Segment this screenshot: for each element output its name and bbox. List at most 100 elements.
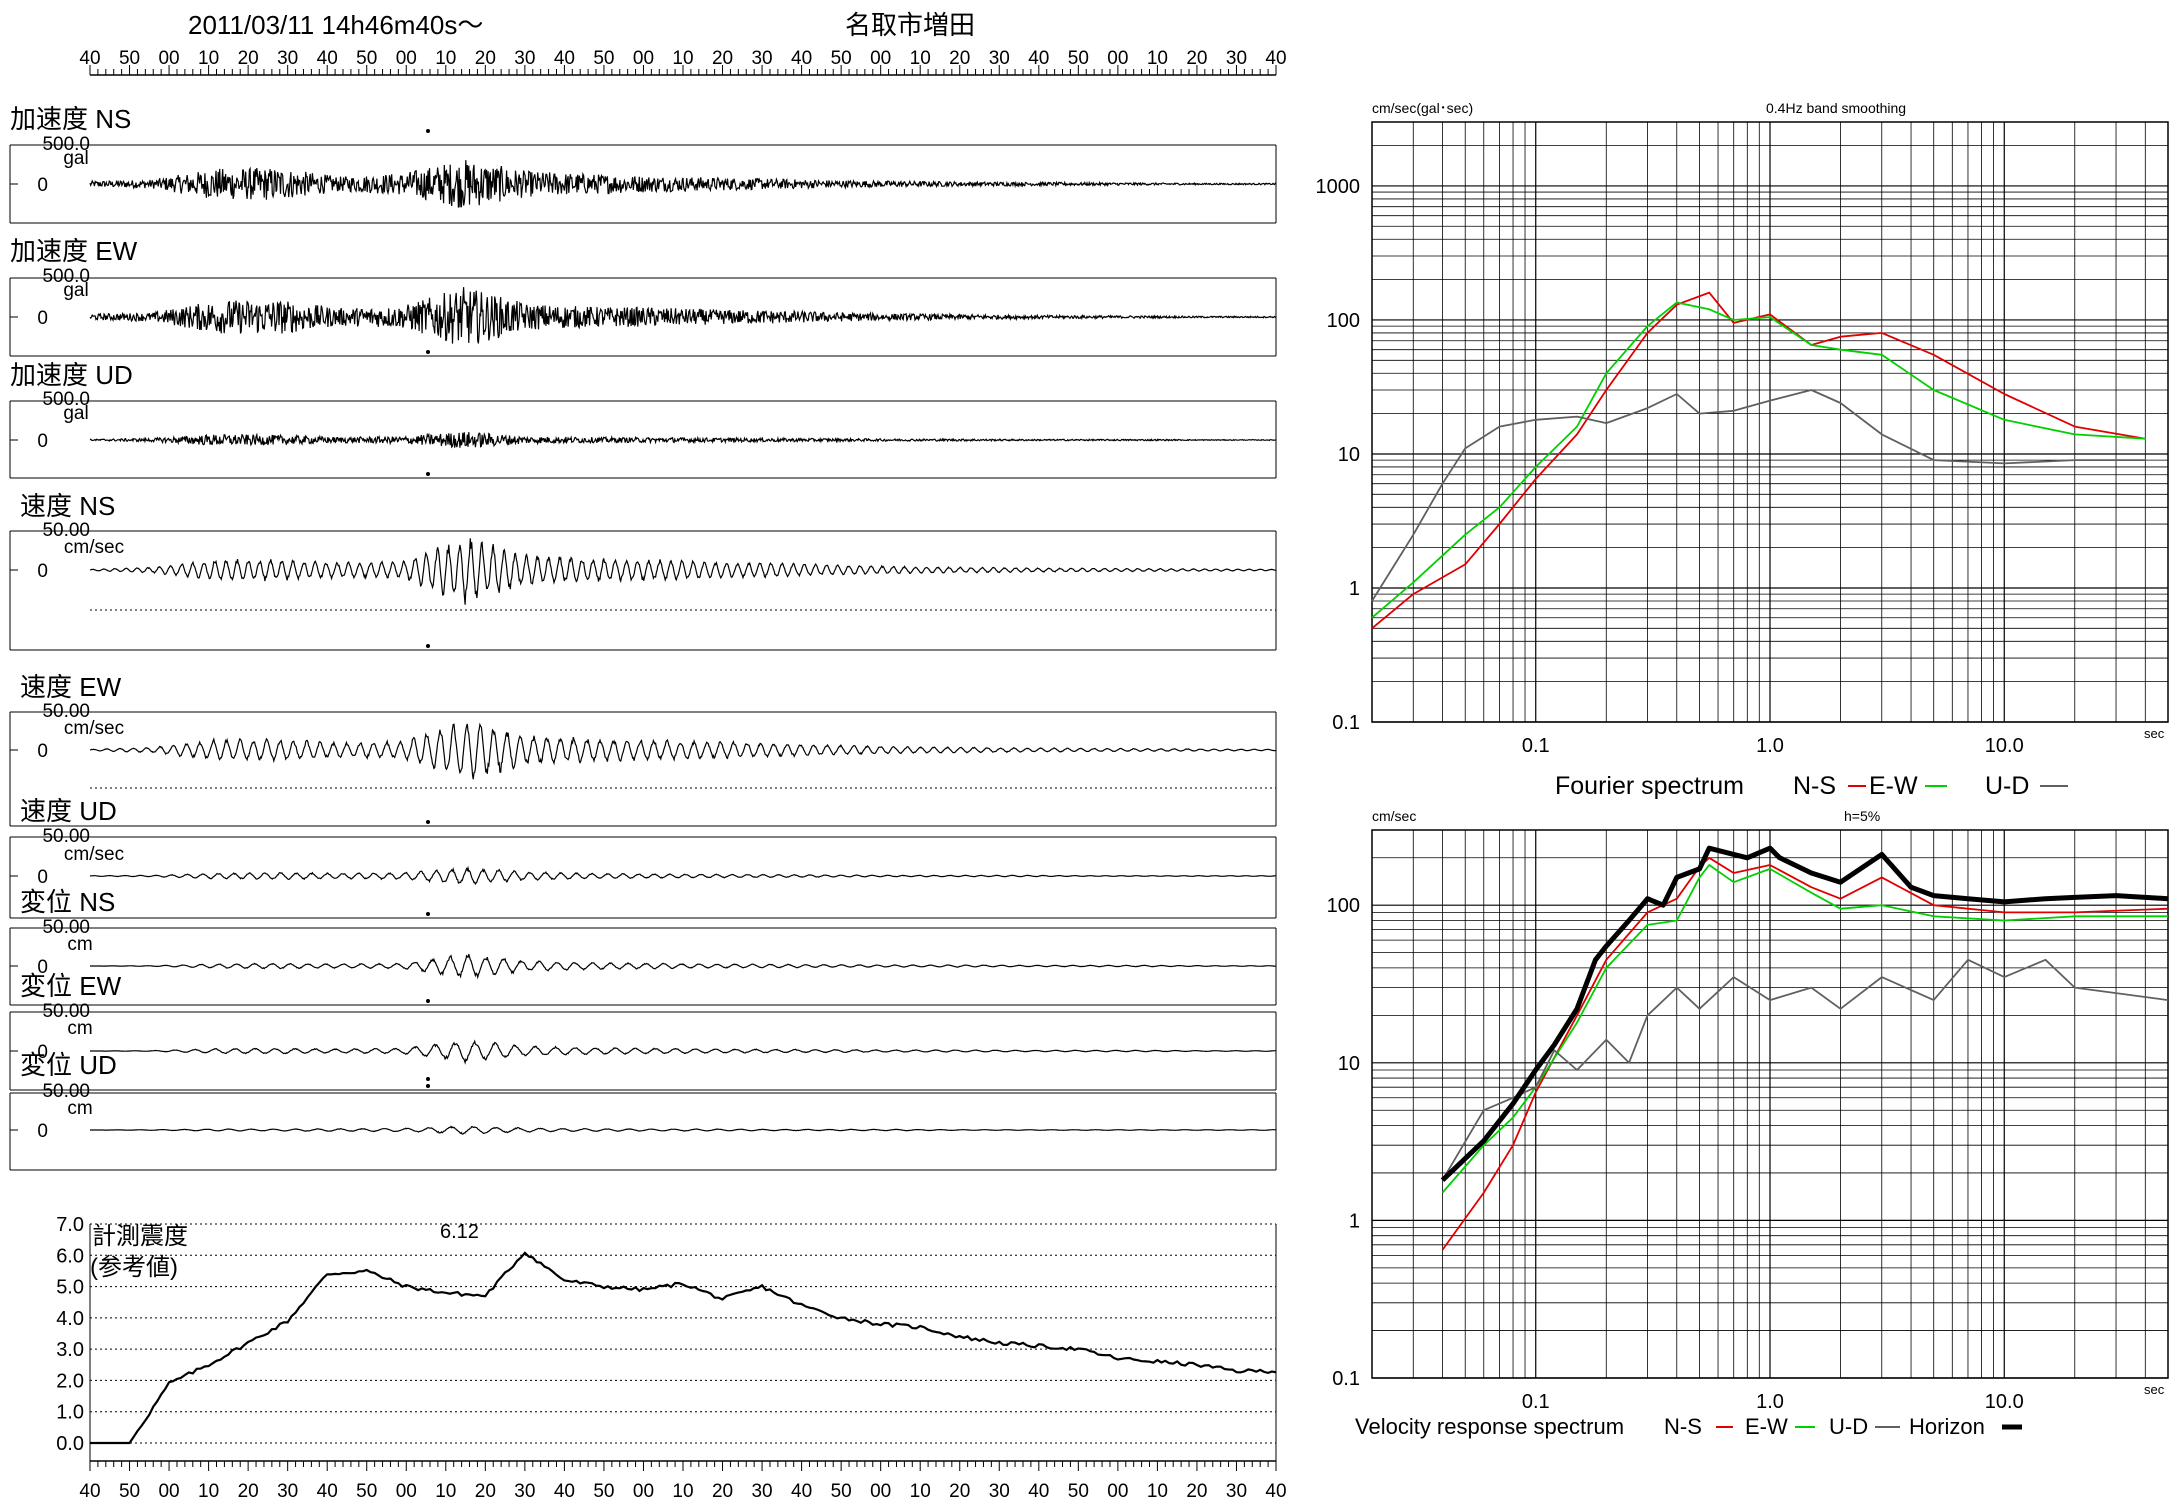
intensity-line: [90, 1251, 1277, 1445]
waveform-zero-label: 0: [37, 308, 48, 329]
time-tick-label: 40: [79, 1481, 100, 1501]
y-tick-label: 100: [1327, 310, 1360, 332]
waveform-unit: cm/sec: [64, 537, 124, 558]
intensity-tick-label: 0.0: [56, 1433, 84, 1455]
fourier-xunit: sec: [2144, 726, 2165, 741]
time-tick-label: 50: [356, 48, 377, 69]
time-tick-label: 40: [1265, 48, 1286, 69]
time-tick-label: 40: [791, 48, 812, 69]
waveform-scale: 500.0: [42, 266, 90, 287]
time-tick-label: 20: [1186, 1481, 1207, 1501]
y-tick-label: 1: [1349, 578, 1360, 600]
time-tick-label: 40: [1265, 1481, 1286, 1501]
waveform-zero-label: 0: [37, 1042, 48, 1063]
time-tick-label: 00: [158, 48, 179, 69]
time-tick-label: 00: [396, 1481, 417, 1501]
waveform-trace: [89, 865, 1277, 886]
waveform-title: 変位 UD: [20, 1050, 117, 1080]
waveform-scale: 50.00: [42, 1081, 90, 1102]
fourier-legend-ew: E-W: [1869, 772, 1918, 800]
time-axis-top: 40 50 00 10 20 30 40 50 00 10 20 30 40 50 00 10 20 30 40 50…: [79, 48, 1287, 76]
fourier-panel: cm/sec(gal･sec) 0.4Hz band smoothing sec…: [1316, 100, 2169, 757]
time-tick-label: 30: [277, 48, 298, 69]
intensity-peak-label: 6.12: [440, 1221, 479, 1243]
time-tick-label: 10: [198, 48, 219, 69]
time-tick-label: 30: [751, 1481, 772, 1501]
waveform-zero-label: 0: [37, 175, 48, 196]
series-line-n-s: [1441, 856, 2169, 1251]
waveform-unit: gal: [63, 148, 88, 169]
y-tick-label: 0.1: [1332, 712, 1360, 734]
time-tick-label: 20: [949, 48, 970, 69]
intensity-tick-label: 6.0: [56, 1245, 84, 1267]
x-tick-label: 1.0: [1756, 735, 1784, 757]
series-line-e-w: [1441, 864, 2168, 1194]
plot-frame: [1371, 121, 2169, 723]
time-tick-label: 30: [1226, 48, 1247, 69]
time-tick-label: 30: [277, 1481, 298, 1501]
time-tick-label: 10: [910, 1481, 931, 1501]
time-tick-label: 50: [1068, 48, 1089, 69]
series-line-u-d: [1441, 958, 2169, 1181]
response-note: h=5%: [1844, 808, 1880, 824]
response-xunit: sec: [2144, 1382, 2165, 1397]
time-tick-label: 30: [751, 48, 772, 69]
time-tick-label: 20: [238, 1481, 259, 1501]
response-legend-ns: N-S: [1664, 1414, 1702, 1439]
header-station: 名取市増田: [845, 10, 975, 40]
time-tick-label: 20: [712, 1481, 733, 1501]
waveform-trace: [89, 431, 1277, 449]
time-tick-label: 50: [1068, 1481, 1089, 1501]
y-tick-label: 1: [1349, 1210, 1360, 1232]
time-tick-label: 50: [119, 1481, 140, 1501]
time-tick-label: 40: [1028, 1481, 1049, 1501]
waveform-title: 変位 EW: [20, 971, 122, 1001]
time-tick-label: 10: [1147, 1481, 1168, 1501]
time-tick-label: 00: [870, 48, 891, 69]
waveform-unit: cm/sec: [64, 718, 124, 739]
peak-marker: [426, 350, 430, 354]
waveform-trace: [89, 287, 1277, 344]
time-tick-label: 40: [554, 48, 575, 69]
time-tick-label: 50: [831, 1481, 852, 1501]
waveform-zero-label: 0: [37, 867, 48, 888]
fourier-legend-ns: N-S: [1793, 772, 1836, 800]
waveform-scale: 50.00: [42, 917, 90, 938]
x-tick-label: 0.1: [1522, 1391, 1550, 1413]
y-tick-label: 10: [1338, 444, 1360, 466]
peak-marker: [426, 912, 430, 916]
response-legend-title: Velocity response spectrum: [1355, 1414, 1624, 1439]
time-tick-label: 40: [317, 48, 338, 69]
waveform-unit: cm/sec: [64, 844, 124, 865]
time-tick-label: 10: [1147, 48, 1168, 69]
waveform-scale: 50.00: [42, 701, 90, 722]
waveform-unit: cm: [67, 1018, 92, 1039]
time-tick-label: 10: [672, 1481, 693, 1501]
intensity-tick-label: 5.0: [56, 1277, 84, 1299]
time-tick-label: 00: [633, 1481, 654, 1501]
peak-marker: [426, 472, 430, 476]
time-tick-label: 30: [989, 48, 1010, 69]
response-legend-ew: E-W: [1745, 1414, 1788, 1439]
waveform-title: 速度 EW: [20, 672, 122, 702]
time-tick-label: 30: [514, 48, 535, 69]
time-tick-label: 40: [791, 1481, 812, 1501]
waveform-trace: [89, 538, 1277, 605]
series-line-n-s: [1371, 291, 2146, 629]
time-tick-label: 50: [831, 48, 852, 69]
x-tick-label: 10.0: [1985, 1391, 2024, 1413]
plot-frame: [1371, 829, 2169, 1379]
y-tick-label: 100: [1327, 895, 1360, 917]
time-tick-label: 20: [475, 48, 496, 69]
waveform-title: 速度 NS: [20, 491, 115, 521]
x-tick-label: 10.0: [1985, 735, 2024, 757]
